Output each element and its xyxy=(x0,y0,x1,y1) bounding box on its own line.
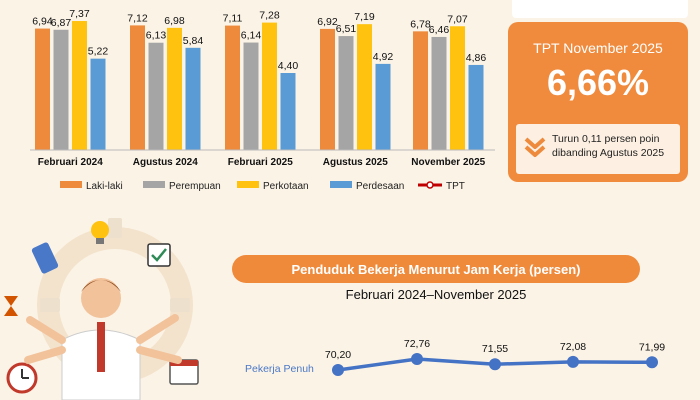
bar-laki-laki-2 xyxy=(225,25,240,151)
worker-figure xyxy=(24,278,182,400)
phone-icon xyxy=(31,242,59,274)
line-chart-subtitle: Februari 2024–November 2025 xyxy=(345,287,527,302)
line-point-label-3: 72,08 xyxy=(560,341,586,353)
tpt-bar-chart: 6,946,877,37 5,22 Februari 2024 7,12 6,13 6,9… xyxy=(30,8,495,192)
category-label-2: Februari 2025 xyxy=(228,157,293,168)
line-point-4 xyxy=(646,356,658,369)
line-point-label-1: 72,76 xyxy=(404,338,430,350)
legend-swatch-perdesaan xyxy=(330,181,352,188)
bar-label-perkotaan-3: 7,19 xyxy=(354,11,375,23)
category-label-3: Agustus 2025 xyxy=(323,157,388,168)
line-point-0 xyxy=(332,364,344,376)
bar-perdesaan-0 xyxy=(90,58,106,150)
category-label-1: Agustus 2024 xyxy=(133,157,198,168)
hourglass-icon xyxy=(4,296,18,316)
tpt-card: TPT November 2025 6,66% Turun 0,11 perse… xyxy=(508,22,688,182)
legend-label-perkotaan: Perkotaan xyxy=(263,181,309,192)
bar-label-perkotaan-1: 6,98 xyxy=(164,15,185,27)
bar-perempuan-1 xyxy=(148,42,164,150)
bar-perempuan-4 xyxy=(431,36,447,151)
worker-multitasking-illustration xyxy=(4,218,199,400)
bar-perempuan-3 xyxy=(338,36,354,151)
bar-label-perdesaan-3: 4,92 xyxy=(373,51,394,63)
bar-label-laki-laki-2: 7,11 xyxy=(223,13,243,25)
bar-label-perdesaan-1: 5,84 xyxy=(183,35,204,47)
bar-label-perempuan-3: 6,51 xyxy=(336,23,357,35)
double-chevron-down-icon xyxy=(524,137,546,157)
bar-perdesaan-1 xyxy=(185,47,201,150)
bar-perdesaan-3 xyxy=(375,63,391,150)
bar-perkotaan-0 xyxy=(72,21,87,151)
line-point-label-4: 71,99 xyxy=(639,341,665,353)
tpt-card-note: Turun 0,11 persen poin dibanding Agustus… xyxy=(516,124,680,174)
bar-perkotaan-3 xyxy=(357,24,372,150)
bar-label-laki-laki-3: 6,92 xyxy=(317,16,338,28)
line-point-1 xyxy=(411,352,423,365)
tpt-card-note-text: Turun 0,11 persen poin dibanding Agustus… xyxy=(552,133,665,159)
legend-label-perdesaan: Perdesaan xyxy=(356,181,404,192)
clock-icon xyxy=(6,362,38,394)
line-series-name: Pekerja Penuh xyxy=(245,363,314,375)
legend-label-tpt: TPT xyxy=(446,181,465,192)
bar-label-perempuan-2: 6,14 xyxy=(241,30,262,42)
bar-label-perdesaan-2: 4,40 xyxy=(278,60,299,72)
legend-label-laki-laki: Laki-laki xyxy=(86,181,123,192)
bar-label-perkotaan-4: 7,07 xyxy=(447,13,468,25)
bar-label-perempuan-0: 6,87 xyxy=(51,17,72,29)
bar-perkotaan-1 xyxy=(167,27,182,151)
tpt-card-value: 6,66% xyxy=(546,62,650,103)
line-chart-title: Penduduk Bekerja Menurut Jam Kerja (pers… xyxy=(232,255,640,283)
legend-swatch-laki-laki xyxy=(60,181,82,188)
bar-label-laki-laki-0: 6,94 xyxy=(32,16,53,28)
bar-label-perempuan-4: 6,46 xyxy=(429,24,450,36)
bar-laki-laki-3 xyxy=(320,28,335,150)
bar-label-laki-laki-1: 7,12 xyxy=(127,12,148,24)
line-point-label-0: 70,20 xyxy=(325,349,351,361)
legend-swatch-perkotaan xyxy=(237,181,259,188)
bar-perempuan-2 xyxy=(243,42,259,150)
legend-swatch-tpt-marker xyxy=(426,181,434,189)
category-label-4: November 2025 xyxy=(411,157,485,168)
bar-perkotaan-4 xyxy=(450,26,465,150)
bar-laki-laki-0 xyxy=(35,28,50,150)
line-point-3 xyxy=(567,355,579,368)
line-point-2 xyxy=(489,358,501,371)
bar-perempuan-0 xyxy=(53,29,69,150)
bar-perdesaan-2 xyxy=(280,73,296,150)
bar-label-perempuan-1: 6,13 xyxy=(146,30,167,42)
line-point-label-2: 71,55 xyxy=(482,343,508,355)
tpt-card-title: TPT November 2025 xyxy=(533,40,663,56)
legend-label-perempuan: Perempuan xyxy=(169,181,221,192)
legend-swatch-perempuan xyxy=(143,181,165,188)
bar-label-laki-laki-4: 6,78 xyxy=(410,18,431,30)
bar-perkotaan-2 xyxy=(262,22,277,151)
bar-laki-laki-1 xyxy=(130,25,145,150)
bar-label-perdesaan-0: 5,22 xyxy=(88,46,109,58)
top-decoration xyxy=(512,0,688,18)
bar-perdesaan-4 xyxy=(468,64,484,150)
bar-label-perdesaan-4: 4,86 xyxy=(466,52,487,64)
checklist-icon xyxy=(147,243,171,267)
calendar-icon xyxy=(169,359,199,385)
bar-label-perkotaan-0: 7,37 xyxy=(69,8,90,20)
category-label-0: Februari 2024 xyxy=(38,157,103,168)
working-hours-line-chart: 70,20 72,76 71,55 72,08 71,99 xyxy=(325,338,665,376)
bar-label-perkotaan-2: 7,28 xyxy=(259,10,280,22)
bar-laki-laki-4 xyxy=(413,31,428,151)
lightbulb-icon xyxy=(91,221,109,244)
